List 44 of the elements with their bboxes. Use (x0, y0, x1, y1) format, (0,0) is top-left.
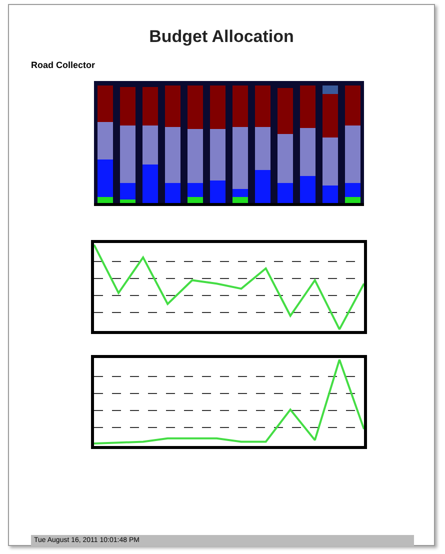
bar (142, 164, 158, 203)
chart-subtitle: Road Collector (31, 60, 96, 70)
bar (232, 197, 248, 203)
bar (254, 86, 271, 127)
bar (344, 197, 361, 203)
bar (277, 88, 294, 134)
bar (322, 185, 338, 203)
bar (344, 126, 361, 184)
bar (187, 197, 204, 203)
bar (142, 126, 158, 164)
bar (344, 183, 361, 198)
bar (277, 183, 294, 203)
bar (120, 199, 136, 203)
bar (254, 126, 271, 170)
bar (210, 180, 226, 203)
bar (300, 86, 316, 128)
bar (187, 183, 204, 198)
bar (120, 126, 136, 184)
bar (300, 128, 316, 176)
bar (97, 122, 114, 160)
bar (210, 86, 226, 130)
bar (232, 126, 248, 189)
bar (210, 129, 226, 181)
chart-title: Budget Allocation (148, 27, 295, 47)
bar (164, 126, 181, 184)
bar (97, 197, 114, 203)
bar (164, 183, 181, 203)
bar (187, 129, 204, 184)
bar (164, 86, 181, 127)
bar (97, 160, 114, 198)
bar (120, 86, 136, 126)
bar (232, 188, 248, 198)
bar (300, 176, 316, 203)
bar (322, 94, 338, 138)
bar (232, 86, 248, 127)
bar (187, 86, 204, 130)
bar (97, 86, 114, 122)
bar (322, 86, 338, 94)
bar (344, 86, 361, 126)
bar (254, 170, 271, 203)
bar (277, 134, 294, 184)
bar (142, 86, 158, 126)
bar (322, 137, 338, 186)
bar (120, 183, 136, 200)
